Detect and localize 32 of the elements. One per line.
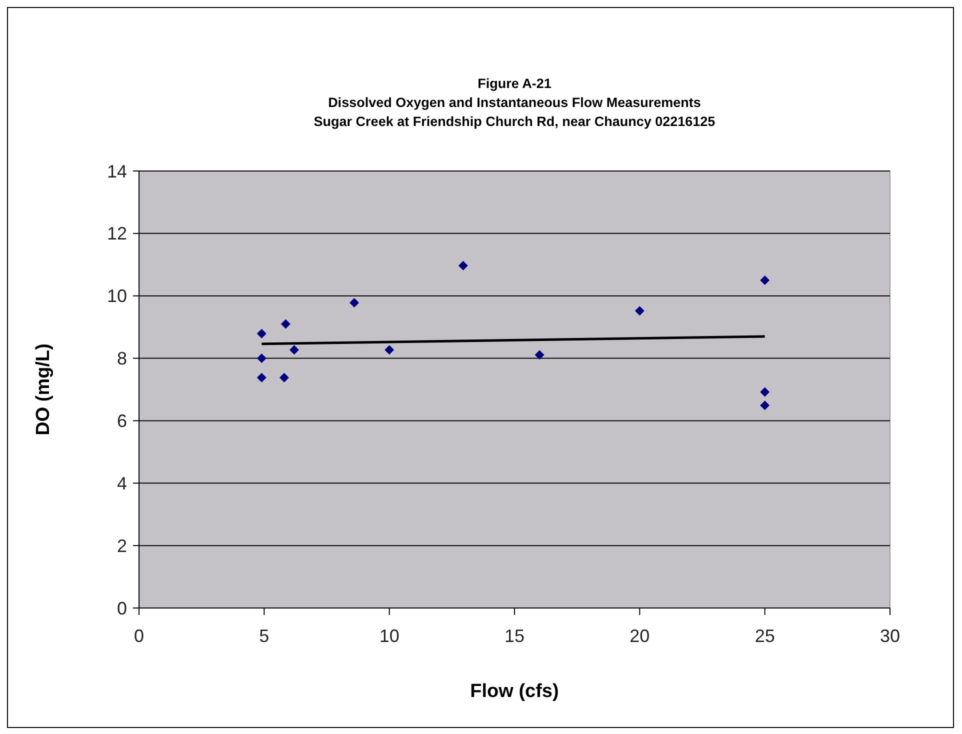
point [280, 319, 290, 329]
point [760, 400, 770, 410]
point [279, 372, 289, 382]
point [289, 345, 299, 355]
point [534, 350, 544, 360]
x-tick-label: 25 [754, 626, 775, 646]
y-tick-label: 2 [116, 536, 127, 556]
y-axis-title: DO (mg/L) [33, 344, 54, 436]
x-tick-label: 30 [880, 626, 900, 646]
point [760, 276, 770, 285]
x-tick-label: 0 [134, 626, 144, 646]
x-tick-label: 5 [259, 626, 270, 646]
x-tick-label: 15 [504, 626, 525, 646]
chart-title: Figure A-21 Dissolved Oxygen and Instantaneous Flow Measurements Sugar Creek at Friendship Church Rd, near Chauncy 02216125 [314, 76, 716, 129]
y-tick-label: 10 [106, 286, 127, 306]
y-tick-label: 8 [116, 348, 127, 369]
point [760, 387, 770, 397]
x-axis-title: Flow (cfs) [470, 681, 559, 702]
point [384, 345, 394, 355]
x-tick-label: 10 [379, 626, 400, 646]
y-tick-label: 6 [116, 411, 127, 432]
point [256, 372, 266, 382]
point [256, 328, 266, 338]
x-tick-label: 20 [630, 626, 650, 646]
y-tick-label: 12 [106, 224, 127, 244]
y-tick-label: 0 [116, 598, 127, 618]
point [256, 354, 266, 364]
y-tick-label: 14 [106, 161, 127, 182]
y-tick-label: 4 [116, 473, 127, 494]
point [634, 306, 644, 316]
point [458, 260, 468, 270]
point [350, 298, 360, 308]
